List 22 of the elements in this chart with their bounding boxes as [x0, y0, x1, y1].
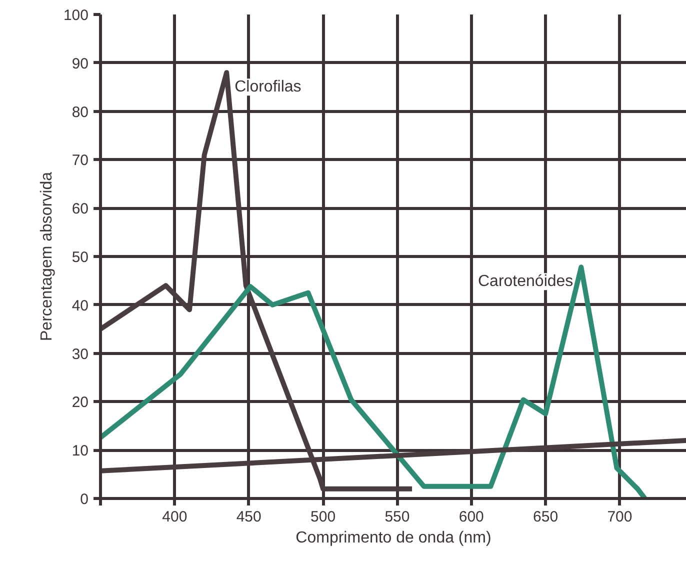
x-tick-label: 600 [458, 508, 484, 526]
series-label: Clorofilas [234, 78, 302, 96]
y-tick-label: 100 [63, 7, 89, 24]
x-axis-title: Comprimento de onda (nm) [296, 530, 492, 546]
y-tick-label: 40 [72, 297, 89, 314]
x-tick-label: 500 [310, 508, 336, 526]
x-tick-label: 400 [162, 508, 188, 526]
y-tick-label: 30 [72, 346, 89, 363]
x-tick-label: 550 [384, 508, 410, 526]
y-tick-label: 0 [80, 491, 88, 508]
x-tick-label: 700 [607, 508, 632, 526]
y-tick-label: 10 [72, 442, 89, 460]
y-tick-label: 60 [72, 200, 89, 218]
y-tick-label: 50 [72, 249, 89, 266]
y-tick-label: 70 [72, 152, 89, 170]
y-tick-label: 90 [72, 55, 89, 72]
y-tick-label: 20 [72, 394, 89, 412]
series-label: Carotenóides [478, 273, 574, 290]
y-tick-label: 80 [72, 104, 89, 121]
x-tick-label: 650 [533, 508, 558, 526]
y-axis-title: Percentagem absorvida [38, 172, 56, 341]
x-tick-label: 450 [236, 508, 262, 526]
